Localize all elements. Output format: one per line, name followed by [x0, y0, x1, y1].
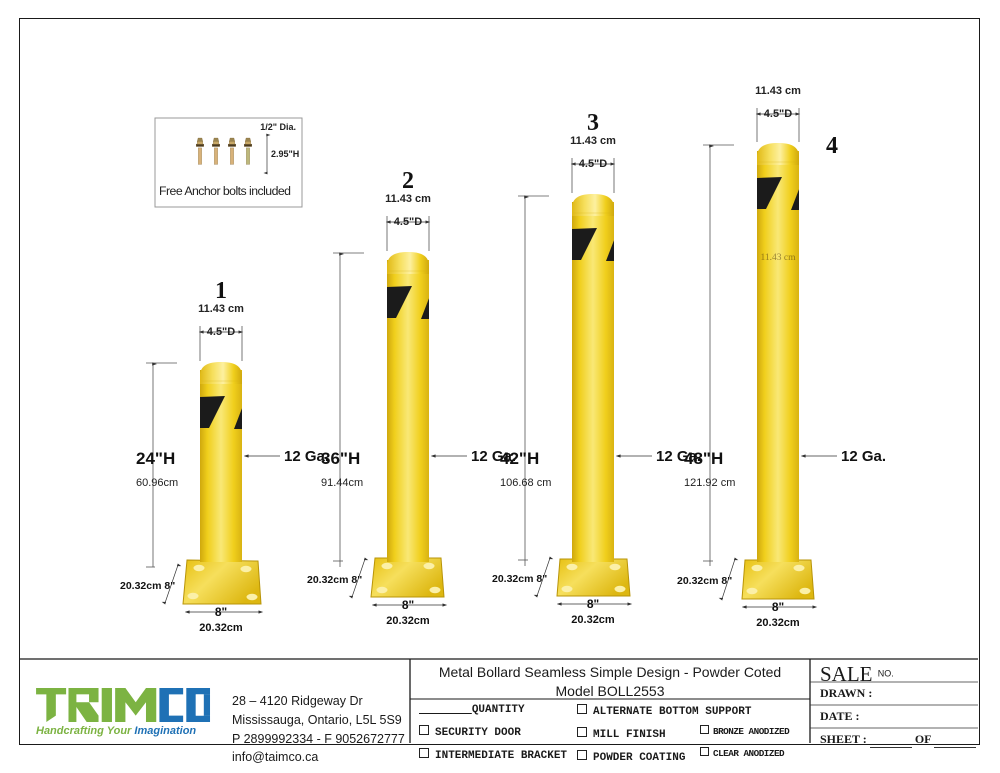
svg-text:8": 8": [402, 598, 414, 612]
svg-text:91.44cm: 91.44cm: [321, 477, 363, 489]
svg-text:11.43 cm: 11.43 cm: [755, 85, 801, 97]
svg-text:60.96cm: 60.96cm: [136, 477, 178, 489]
svg-text:11.43 cm: 11.43 cm: [385, 193, 431, 205]
svg-text:8": 8": [772, 600, 784, 614]
svg-text:1: 1: [215, 278, 227, 304]
svg-text:11.43 cm: 11.43 cm: [760, 253, 796, 263]
svg-text:48"H: 48"H: [684, 449, 723, 468]
svg-text:4.5"D: 4.5"D: [579, 158, 608, 170]
svg-text:20.32cm 8": 20.32cm 8": [677, 575, 732, 587]
svg-text:11.43 cm: 11.43 cm: [570, 135, 616, 147]
svg-text:12 Ga.: 12 Ga.: [841, 448, 886, 465]
svg-text:20.32cm: 20.32cm: [571, 614, 615, 626]
svg-text:3: 3: [587, 110, 599, 136]
svg-text:121.92 cm: 121.92 cm: [684, 477, 735, 489]
svg-text:4.5"D: 4.5"D: [207, 326, 236, 338]
svg-text:24"H: 24"H: [136, 449, 175, 468]
svg-text:36"H: 36"H: [321, 449, 360, 468]
svg-text:8": 8": [587, 597, 599, 611]
svg-text:2: 2: [402, 168, 414, 194]
svg-text:106.68 cm: 106.68 cm: [500, 477, 551, 489]
svg-text:4.5"D: 4.5"D: [764, 108, 793, 120]
svg-text:4.5"D: 4.5"D: [394, 216, 423, 228]
svg-text:4: 4: [826, 133, 838, 159]
svg-text:20.32cm 8": 20.32cm 8": [120, 580, 175, 592]
svg-text:8": 8": [215, 605, 227, 619]
svg-text:1/2" Dia.: 1/2" Dia.: [260, 122, 296, 132]
svg-text:11.43 cm: 11.43 cm: [198, 303, 244, 315]
svg-text:42"H: 42"H: [500, 449, 539, 468]
svg-text:20.32cm: 20.32cm: [199, 622, 243, 634]
svg-text:20.32cm 8": 20.32cm 8": [492, 573, 547, 585]
svg-text:20.32cm: 20.32cm: [756, 617, 800, 629]
svg-text:Free Anchor bolts included: Free Anchor bolts included: [159, 184, 291, 198]
svg-text:20.32cm: 20.32cm: [386, 615, 430, 627]
svg-text:2.95"H: 2.95"H: [271, 149, 299, 159]
svg-text:20.32cm 8": 20.32cm 8": [307, 574, 362, 586]
